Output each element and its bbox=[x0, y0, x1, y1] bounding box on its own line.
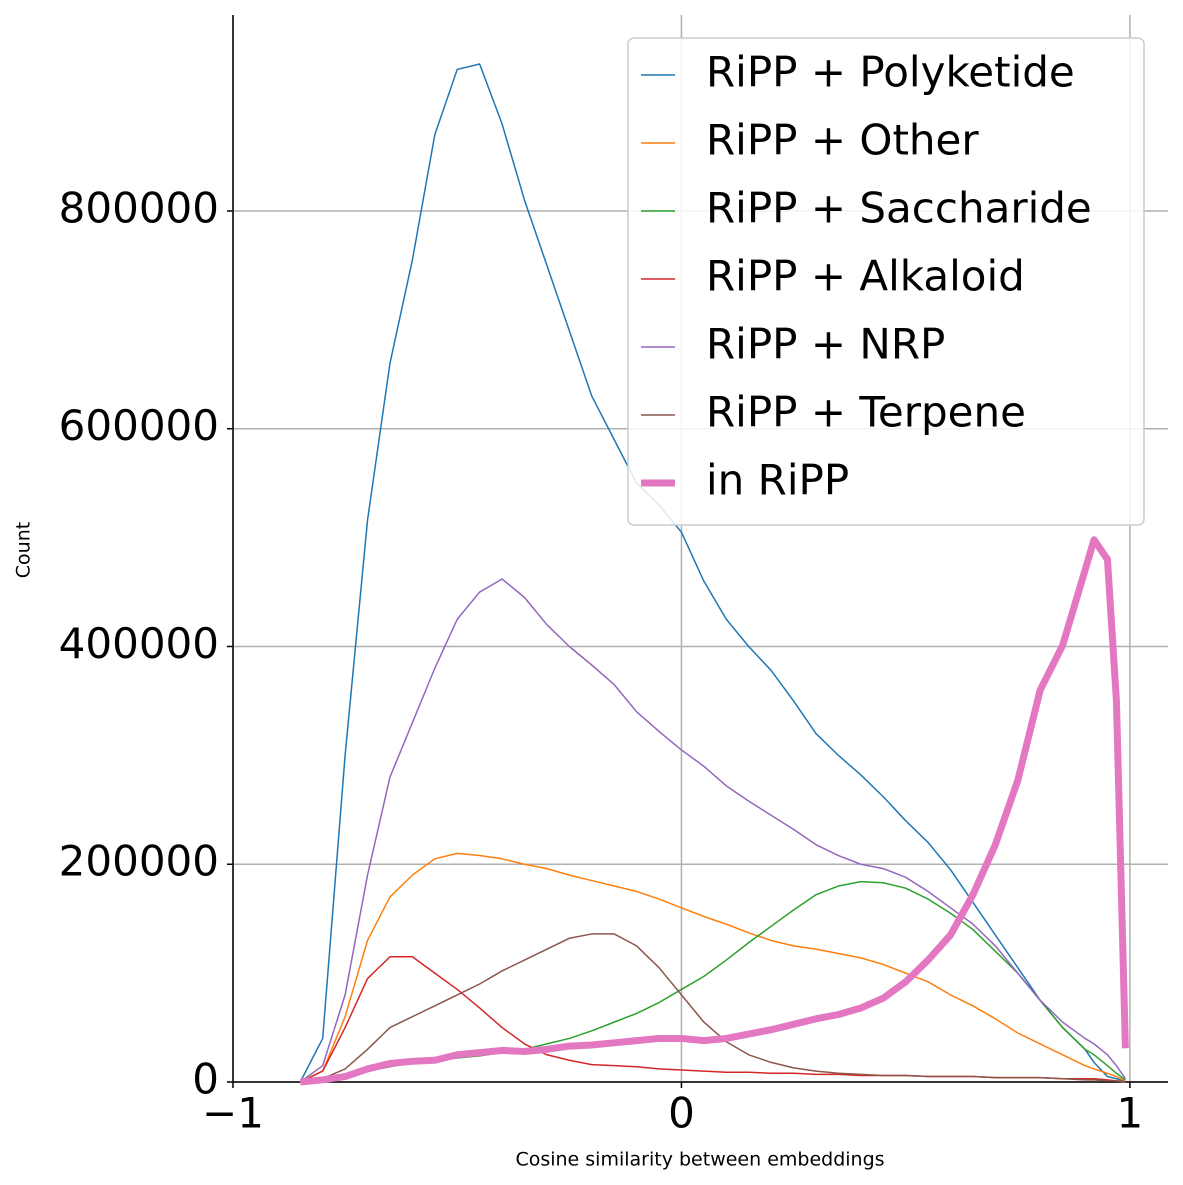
y-tick-label: 600000 bbox=[59, 401, 219, 450]
y-tick-label: 200000 bbox=[59, 837, 219, 886]
x-tick-label: 1 bbox=[1117, 1089, 1144, 1138]
y-axis-label: Count bbox=[13, 522, 35, 578]
x-tick-label: −1 bbox=[202, 1089, 264, 1138]
legend-label: RiPP + Saccharide bbox=[706, 184, 1092, 233]
legend-label: RiPP + NRP bbox=[706, 320, 945, 369]
series-line bbox=[300, 880, 1126, 1083]
legend-label: RiPP + Polyketide bbox=[706, 48, 1075, 97]
legend-label: RiPP + Alkaloid bbox=[706, 252, 1025, 301]
legend-label: RiPP + Other bbox=[706, 116, 979, 165]
series-line bbox=[299, 852, 1126, 1083]
x-axis-label: Cosine similarity between embeddings bbox=[515, 1149, 884, 1171]
series-line bbox=[299, 578, 1127, 1083]
legend-label: RiPP + Terpene bbox=[706, 388, 1026, 437]
series-line bbox=[299, 63, 1126, 1083]
x-tick-label: 0 bbox=[668, 1089, 695, 1138]
y-tick-label: 0 bbox=[192, 1055, 219, 1104]
series-line bbox=[299, 536, 1129, 1086]
series-line bbox=[300, 933, 1126, 1083]
legend-box bbox=[627, 37, 1145, 526]
legend-label: in RiPP bbox=[706, 456, 849, 505]
legend: RiPP + Polyketide RiPP + Other RiPP + Sacc… bbox=[627, 37, 1145, 526]
y-tick-label: 800000 bbox=[59, 183, 219, 232]
y-tick-label: 400000 bbox=[59, 619, 219, 668]
